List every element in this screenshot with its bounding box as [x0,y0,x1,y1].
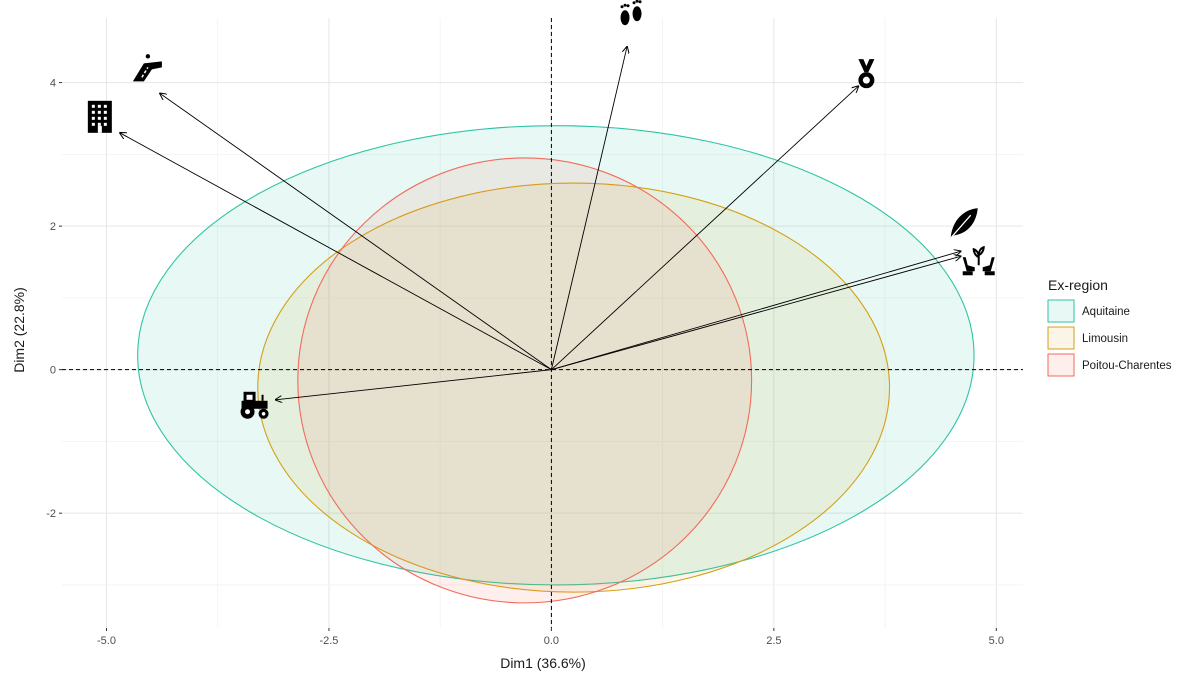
tractor-exhaust [261,394,264,401]
building-window [91,122,95,126]
vector-arrow-tractor [276,369,552,400]
road-marking [141,66,149,78]
ellipse-aquitaine [137,125,975,586]
toe [632,1,636,5]
legend-label: Limousin [1082,333,1128,345]
ellipse-limousin [257,182,891,593]
leaf-vein [949,214,972,240]
building-window [103,116,107,120]
legend-key-aquitaine [1047,299,1075,323]
variable-icons [87,0,995,419]
road-shape [132,61,162,82]
vector-arrow-hands-plant [551,256,960,371]
x-tick-label: -2.5 [319,635,338,647]
sprout [972,245,985,266]
building-window [103,122,107,126]
x-tick-label: 0.0 [544,635,559,647]
legend-key-limousin [1047,326,1075,350]
vector-arrow-footprints [550,47,627,370]
cuff-right [984,271,995,276]
x-tick-label: 2.5 [766,635,781,647]
legend-key-poitou-charentes [1047,353,1075,377]
vector-arrow-road [160,93,552,371]
building-window [103,104,107,108]
building-window [97,116,101,120]
confidence-ellipses [137,125,975,604]
legend-label: Poitou-Charentes [1082,360,1172,372]
footprint-right [632,6,642,22]
x-axis-title: Dim1 (36.6%) [500,655,586,671]
y-tick-label: -2 [46,508,56,520]
vector-arrow-leaf [551,251,960,371]
ellipse-poitou-charentes [297,157,753,604]
building-window [103,110,107,114]
toe [623,3,627,7]
variable-vectors [120,47,961,400]
y-tick-label: 0 [50,365,56,377]
x-tick-label: -5.0 [97,635,116,647]
cuff-left [962,271,973,276]
y-axis-ticks: -2 0 2 4 [46,78,62,520]
hands-plant-icon [962,245,995,276]
footprints-icon [620,0,642,26]
medal-center [862,76,870,84]
building-door [97,125,102,133]
medal-ribbon [858,59,875,73]
y-axis-title: Dim2 (22.8%) [11,287,27,373]
building-window [91,110,95,114]
building-icon [87,100,112,133]
toe [620,5,624,9]
x-axis-ticks: -5.0 -2.5 0.0 2.5 5.0 [97,628,1004,647]
building-window [97,110,101,114]
leaf-icon [949,208,978,240]
toe [626,4,630,8]
legend-label: Aquitaine [1082,306,1130,318]
road-pin [145,54,151,59]
tractor-window [246,394,253,400]
legend-title: Ex-region [1048,277,1108,293]
hand-right [982,257,995,272]
building-window [91,104,95,108]
vector-arrow-building [120,133,552,371]
tractor-body [241,400,268,409]
x-tick-label: 5.0 [989,635,1004,647]
medal-icon [858,59,875,89]
vector-arrow-medal [551,86,858,370]
tractor-icon [240,391,269,419]
hand-left [962,257,975,272]
toe [635,0,639,3]
building-window [97,104,101,108]
building-window [91,116,95,120]
tractor-front-hub [261,411,266,416]
footprint-left [620,10,630,26]
tractor-rear-hub [245,409,251,415]
reference-lines [62,18,1023,628]
toe [638,0,642,4]
road-icon [132,54,162,82]
legend: Ex-region Aquitaine Limousin Poitou-Charen… [1047,277,1172,377]
building-window [97,122,101,126]
y-tick-label: 4 [50,78,56,90]
y-tick-label: 2 [50,221,56,233]
